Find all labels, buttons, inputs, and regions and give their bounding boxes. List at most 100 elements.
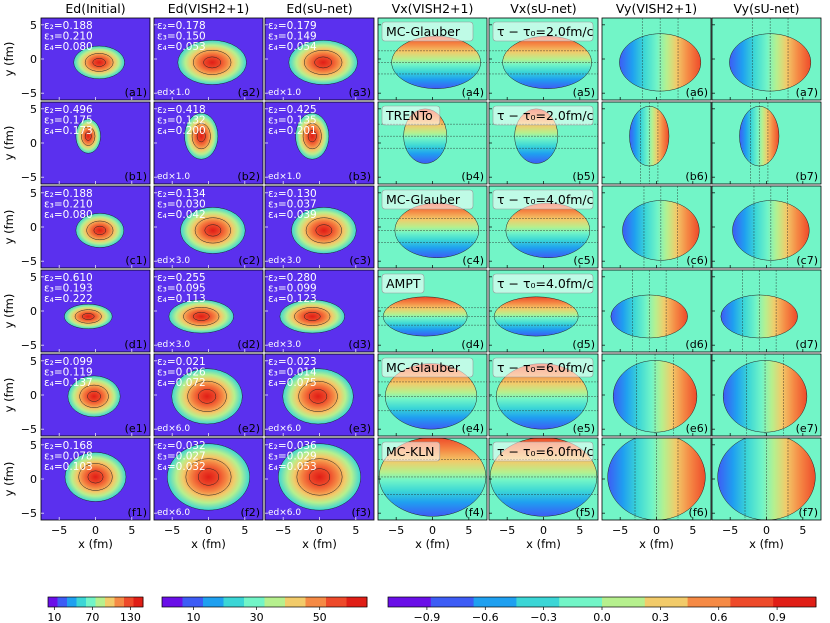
- panel-label: (c2): [238, 254, 260, 267]
- panel-label: (f4): [465, 506, 484, 519]
- x-axis-2: −5 0 5 x (fm): [164, 524, 248, 551]
- x-axis-label: x (fm): [415, 537, 450, 551]
- panel-label: (b4): [461, 170, 484, 183]
- colorbar-segment: [105, 597, 115, 607]
- panel-c6: (c6): [601, 185, 712, 269]
- x-tick-label: −5: [722, 524, 738, 537]
- eccentricity-3: ε₃=0.026: [157, 367, 206, 379]
- panel-label: (c4): [462, 254, 484, 267]
- time-label: τ − τ₀=4.0fm/c: [497, 192, 594, 207]
- panel-a7: (a7): [711, 17, 822, 101]
- x-tick-label: 5: [352, 524, 359, 537]
- scale-factor: ed×6.0: [157, 508, 190, 518]
- model-label-box: [381, 441, 441, 462]
- eccentricity-2: ε₂=0.188: [44, 20, 93, 32]
- eccentricity-2: ε₂=0.418: [157, 104, 206, 116]
- energy-density-contour: [197, 389, 217, 404]
- energy-density-contour: [192, 312, 210, 321]
- eccentricity-2: ε₂=0.280: [268, 272, 317, 284]
- column-title-7: Vy(sU-net): [733, 1, 799, 16]
- colorbar-segment: [346, 597, 368, 607]
- energy-density-contour: [64, 452, 127, 502]
- energy-density-contour: [185, 458, 232, 496]
- energy-density-contour: [187, 380, 227, 412]
- colorbar-segment: [559, 597, 603, 607]
- model-label-box: [381, 21, 474, 42]
- energy-density-contour: [197, 468, 220, 486]
- eccentricity-4: ε₄=0.200: [157, 125, 206, 137]
- y-axis-label: y (fm): [2, 378, 16, 413]
- energy-density-contour: [180, 207, 246, 254]
- scale-factor: ed×6.0: [268, 508, 301, 518]
- eccentricity-4: ε₄=0.080: [44, 41, 93, 53]
- x-axis-label: x (fm): [749, 537, 784, 551]
- x-axis-7: −5 0 5 x (fm): [722, 524, 806, 551]
- energy-density-contour: [92, 58, 106, 67]
- x-tick-label: 5: [689, 524, 696, 537]
- time-label-box: [492, 441, 594, 462]
- y-tick-label: 5: [30, 187, 37, 200]
- panel-b6: (b6): [601, 101, 712, 185]
- panel-label: (a5): [573, 86, 595, 99]
- energy-density-contour: [67, 375, 121, 418]
- colorbar-segment: [388, 597, 432, 607]
- x-axis-4: −5 0 5 x (fm): [388, 524, 472, 551]
- colorbar-segment: [95, 597, 106, 607]
- energy-density-contour: [93, 225, 107, 235]
- energy-density-contour: [294, 307, 331, 326]
- energy-density-contour: [196, 130, 206, 143]
- energy-density-contour: [295, 112, 330, 160]
- colorbar-segment: [67, 597, 77, 607]
- colorbar-tick-label: 0.9: [768, 611, 786, 623]
- energy-density-contour: [315, 224, 333, 237]
- panel-label: (d5): [572, 338, 595, 351]
- model-label: MC-Glauber: [386, 192, 461, 207]
- x-tick-label: 0: [205, 524, 212, 537]
- colorbar-segment: [644, 597, 689, 607]
- energy-density-contour: [282, 368, 354, 425]
- eccentricity-4: ε₄=0.053: [268, 461, 317, 473]
- scale-factor: ed×1.0: [268, 172, 301, 182]
- colorbar-tick-label: 50: [313, 611, 327, 623]
- y-axis-b: −5 0 5 y (fm): [2, 103, 37, 184]
- x-tick-label: −5: [164, 524, 180, 537]
- eccentricity-4: ε₄=0.054: [268, 41, 317, 53]
- colorbar-segment: [223, 597, 245, 607]
- energy-density-contour: [303, 312, 321, 321]
- energy-density-contour: [192, 49, 232, 75]
- panel-label: (d4): [461, 338, 484, 351]
- panel-label: (a3): [349, 86, 371, 99]
- energy-density-contour: [183, 307, 220, 326]
- panel-label: (c3): [349, 254, 371, 267]
- y-axis-label: y (fm): [2, 210, 16, 245]
- time-label-box: [492, 189, 594, 210]
- eccentricity-4: ε₄=0.113: [157, 293, 206, 305]
- panel-label: (b2): [237, 170, 260, 183]
- energy-density-contour: [191, 123, 211, 150]
- y-tick-label: −5: [21, 171, 37, 184]
- panel-a4: (a4) MC-Glauber: [377, 17, 488, 101]
- colorbar-tick-label: −0.9: [414, 611, 441, 623]
- colorbar-segment: [182, 597, 204, 607]
- y-tick-label: −5: [21, 87, 37, 100]
- x-tick-label: 5: [465, 524, 472, 537]
- x-tick-label: −5: [388, 524, 404, 537]
- energy-density-contour: [177, 40, 247, 85]
- panel-label: (b5): [572, 170, 595, 183]
- energy-density-contour: [303, 49, 343, 75]
- energy-density-contour: [75, 118, 101, 154]
- energy-density-contour: [87, 390, 101, 402]
- eccentricity-3: ε₃=0.119: [44, 367, 93, 379]
- energy-density-contour: [307, 130, 317, 143]
- colorbar-energy-density: 10 30 50: [161, 596, 368, 623]
- column-title-5: Vx(sU-net): [510, 1, 576, 16]
- eccentricity-4: ε₄=0.032: [157, 461, 206, 473]
- energy-density-contour: [314, 56, 332, 69]
- panel-label: (f5): [576, 506, 595, 519]
- eccentricity-2: ε₂=0.178: [157, 20, 206, 32]
- x-axis-3: −5 0 5 x (fm): [275, 524, 359, 551]
- colorbar-segment: [114, 597, 125, 607]
